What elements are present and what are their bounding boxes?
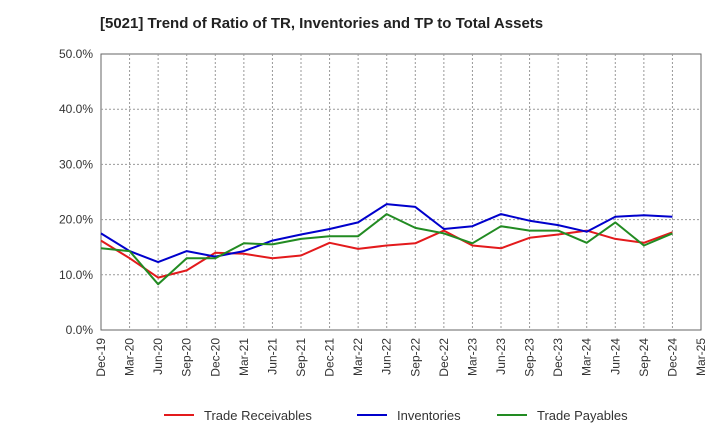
x-tick-label: Dec-24 [665, 338, 679, 377]
x-tick-label: Sep-21 [294, 338, 308, 377]
legend-label-inventories: Inventories [397, 408, 461, 423]
x-tick-label: Mar-22 [351, 338, 365, 376]
series-line-inventories [100, 203, 673, 264]
y-tick-label: 20.0% [59, 213, 93, 227]
y-tick-label: 0.0% [66, 323, 94, 337]
x-tick-label: Mar-23 [465, 338, 479, 376]
x-tick-label: Dec-19 [94, 338, 108, 377]
y-tick-label: 30.0% [59, 157, 93, 171]
x-tick-label: Jun-23 [494, 338, 508, 375]
x-tick-label: Dec-20 [208, 338, 222, 377]
y-tick-label: 50.0% [59, 47, 93, 61]
series-line-trade-receivables [100, 229, 673, 279]
x-tick-label: Jun-21 [265, 338, 279, 375]
legend-label-trade-receivables: Trade Receivables [204, 408, 312, 423]
x-tick-label: Jun-20 [151, 338, 165, 375]
x-tick-label: Sep-23 [523, 338, 537, 377]
x-tick-label: Mar-24 [580, 338, 594, 376]
x-tick-label: Dec-21 [323, 338, 337, 377]
x-tick-label: Dec-22 [437, 338, 451, 377]
legend-label-trade-payables: Trade Payables [537, 408, 628, 423]
x-tick-label: Sep-24 [637, 338, 651, 377]
x-tick-label: Mar-21 [237, 338, 251, 376]
y-tick-label: 10.0% [59, 268, 93, 282]
series-line-trade-payables [100, 213, 673, 286]
x-tick-label: Mar-20 [123, 338, 137, 376]
x-tick-label: Jun-24 [608, 338, 622, 375]
chart-title: [5021] Trend of Ratio of TR, Inventories… [100, 15, 544, 32]
plot-frame [100, 53, 702, 331]
x-tick-label: Sep-22 [408, 338, 422, 377]
y-tick-label: 40.0% [59, 102, 93, 116]
x-tick-label: Sep-20 [180, 338, 194, 377]
x-tick-label: Mar-25 [694, 338, 708, 376]
x-tick-label: Jun-22 [380, 338, 394, 375]
x-tick-label: Dec-23 [551, 338, 565, 377]
